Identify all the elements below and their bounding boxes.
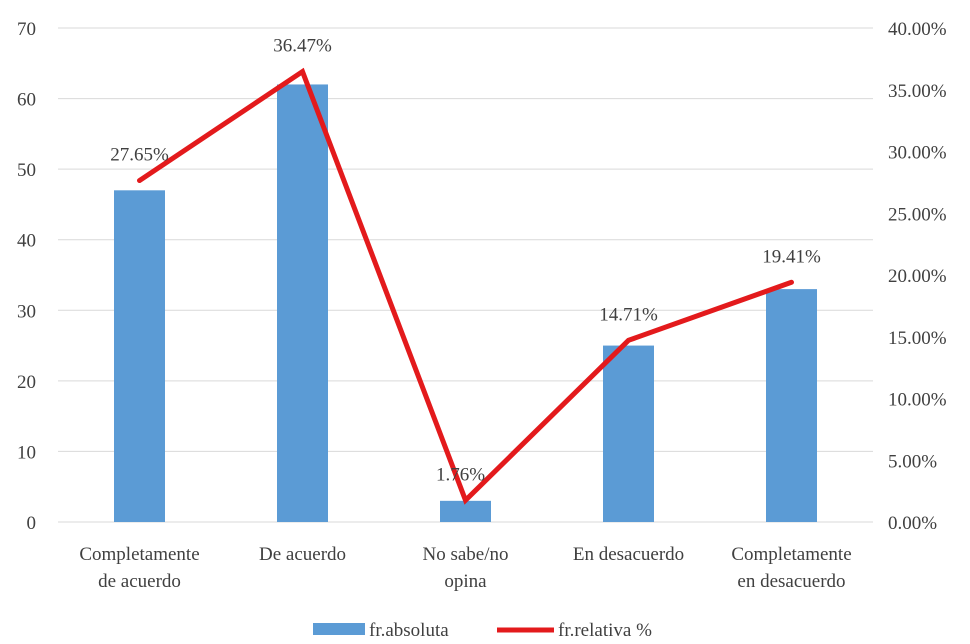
category-label: De acuerdo [259, 544, 346, 565]
line-series [137, 67, 794, 505]
category-label: en desacuerdo [737, 571, 845, 592]
legend-label: fr.relativa % [558, 620, 652, 639]
left-axis: 0 10 20 30 40 50 60 70 [17, 19, 36, 534]
legend: fr.absoluta fr.relativa % [313, 620, 652, 641]
category-label: Completamente [731, 544, 851, 565]
bar [603, 345, 654, 522]
bar [440, 500, 491, 522]
right-tick-label: 30.00% [888, 143, 947, 164]
category-label: No sabe/no [422, 544, 508, 565]
left-tick-label: 40 [17, 231, 36, 252]
bar-series [114, 84, 817, 523]
category-label: Completamente [79, 544, 199, 565]
left-tick-label: 60 [17, 90, 36, 111]
left-tick-label: 10 [17, 442, 36, 463]
left-tick-label: 50 [17, 160, 36, 181]
right-tick-label: 10.00% [888, 390, 947, 411]
legend-label: fr.absoluta [369, 620, 449, 639]
legend-swatch-bar [313, 623, 365, 635]
data-label: 14.71% [599, 304, 658, 325]
category-label: opina [444, 571, 487, 592]
left-tick-label: 70 [17, 19, 36, 40]
right-tick-label: 25.00% [888, 204, 947, 225]
data-label: 36.47% [273, 36, 332, 57]
x-axis: Completamente de acuerdo De acuerdo No sabe… [79, 544, 851, 592]
bar [277, 84, 328, 522]
category-label: En desacuerdo [573, 544, 684, 565]
right-tick-label: 15.00% [888, 328, 947, 349]
left-tick-label: 0 [27, 513, 37, 534]
line-series-path [137, 67, 794, 505]
data-labels: 27.65% 36.47% 1.76% 14.71% 19.41% [110, 36, 821, 486]
left-tick-label: 30 [17, 301, 36, 322]
data-label: 19.41% [762, 246, 821, 267]
data-label: 1.76% [436, 464, 485, 485]
bar [114, 190, 165, 523]
right-axis: 0.00% 5.00% 10.00% 15.00% 20.00% 25.00% 30.00%… [888, 19, 947, 534]
right-tick-label: 20.00% [888, 266, 947, 287]
right-tick-label: 0.00% [888, 513, 937, 534]
bar [766, 289, 817, 522]
gridlines [58, 27, 873, 523]
data-label: 27.65% [110, 145, 169, 166]
category-label: de acuerdo [98, 571, 181, 592]
right-tick-label: 35.00% [888, 81, 947, 102]
right-tick-label: 40.00% [888, 19, 947, 40]
left-tick-label: 20 [17, 372, 36, 393]
right-tick-label: 5.00% [888, 451, 937, 472]
